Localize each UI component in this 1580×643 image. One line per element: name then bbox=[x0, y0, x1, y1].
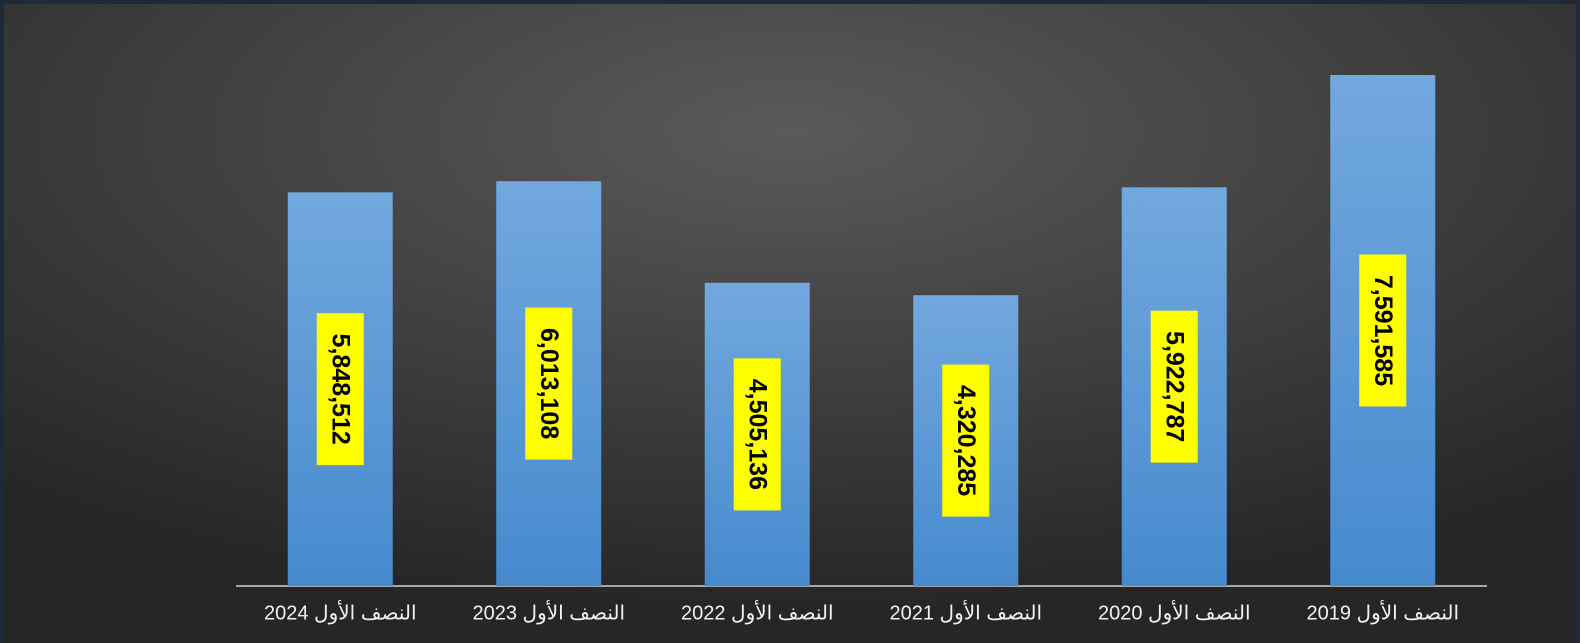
value-label-box bbox=[316, 313, 364, 466]
x-tick-label: النصف الأول 2023 bbox=[473, 600, 626, 624]
x-tick-label: النصف الأول 2020 bbox=[1098, 600, 1251, 624]
value-label-box bbox=[733, 358, 781, 511]
value-label: 7,591,585 bbox=[1369, 275, 1397, 386]
value-label: 4,320,285 bbox=[952, 385, 980, 496]
value-label-box bbox=[1150, 310, 1198, 463]
value-label: 5,848,512 bbox=[326, 334, 354, 445]
value-label-box bbox=[525, 307, 573, 460]
value-label-box bbox=[942, 364, 990, 517]
x-tick-label: النصف الأول 2019 bbox=[1307, 600, 1460, 624]
value-label: 6,013,108 bbox=[535, 328, 563, 439]
value-label: 4,505,136 bbox=[743, 379, 771, 490]
value-label-box bbox=[1359, 254, 1407, 407]
x-tick-label: النصف الأول 2022 bbox=[681, 600, 834, 624]
x-tick-label: النصف الأول 2021 bbox=[890, 600, 1043, 624]
x-tick-label: النصف الأول 2024 bbox=[264, 600, 417, 624]
value-label: 5,922,787 bbox=[1160, 331, 1188, 442]
